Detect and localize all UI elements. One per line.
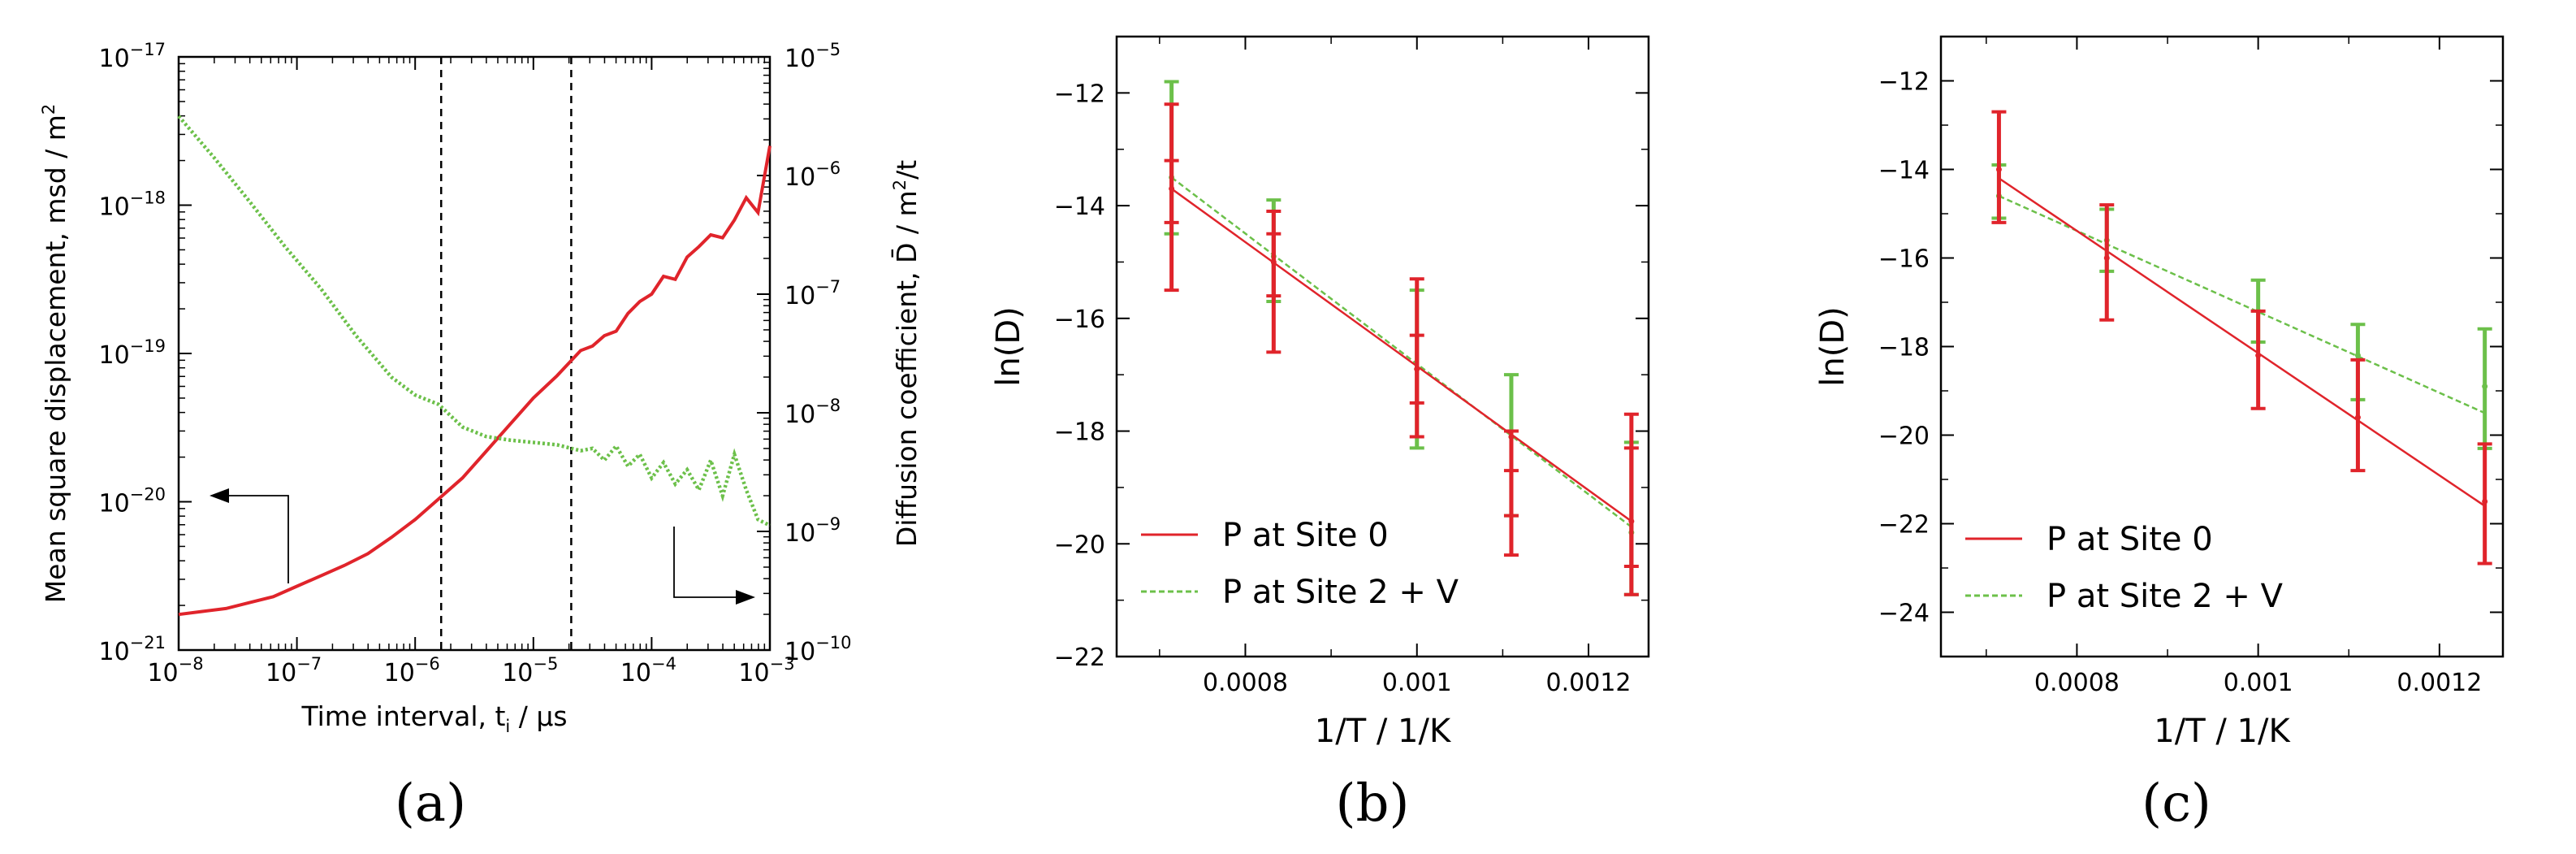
y-tick-label: −16 [1878,245,1930,274]
y-tick-label: −18 [1054,418,1105,447]
x-tick-label: 10−5 [502,654,558,687]
x-tick-label: 10−7 [266,654,322,687]
data-point [2482,384,2488,390]
data-point [1414,366,1420,372]
y-tick-label: −22 [1878,511,1930,540]
y-tick-label: −16 [1054,306,1105,334]
panel-label-b: (b) [1336,774,1410,834]
y-tick-label: −12 [1878,68,1930,97]
x-tick-label: 0.0008 [2034,669,2120,697]
y-tick-label: −22 [1054,644,1105,672]
y-axis-label: ln(D) [990,306,1027,386]
arrow-right-head [736,590,755,605]
y-tick-label: 10−18 [98,189,166,222]
plot-frame [1939,35,2505,658]
fit-line [1998,177,2486,507]
y-tick-label: −20 [1054,531,1105,559]
x-axis-label: 1/T / 1/K [1315,713,1452,750]
y-tick-label: −20 [1878,423,1930,451]
data-point [2354,352,2361,358]
chart-a: 10−8 10−7 10−6 10−5 10−4 10−3 10−21 10−20 10−19 1… [39,40,923,736]
y2-tick-label: 10−10 [784,633,852,666]
fit-line [1170,176,1632,528]
panel-label-c: (c) [2142,774,2211,834]
x-tick-label: 0.001 [2224,669,2293,697]
y2-tick-label: 10−7 [784,277,841,310]
y2-tick-label: 10−6 [784,158,841,192]
arrow-right-to-D-axis [673,527,743,598]
y2-tick-label: 10−9 [784,514,841,548]
legend-label: P at Site 0 [2047,521,2213,558]
y-tick-label: 10−21 [98,633,166,666]
data-point [1995,167,2002,172]
x-tick-label: 0.001 [1382,669,1452,697]
fit-line [1170,188,1632,522]
x-tick-label: 10−8 [147,654,203,687]
panel-label-a: (a) [395,774,466,834]
y-tick-label: −12 [1054,80,1105,108]
data-point [1169,185,1175,192]
legend-label: P at Site 2 + V [1222,574,1459,611]
arrow-left-to-msd-axis [221,495,289,583]
data-point [2255,352,2262,358]
x-tick-label: 0.0012 [2397,669,2482,697]
data-point [1270,258,1277,265]
y-tick-label: −24 [1878,600,1930,628]
x-tick-label: 0.0008 [1203,669,1288,697]
data-point [1628,518,1635,525]
y-tick-label: 10−20 [98,485,166,518]
series-line-D [177,115,772,527]
x-tick-label: 10−4 [620,654,676,687]
chart-c: 0.0008 0.001 0.0012 −24 −22 −20 −18 −16 −14 −12 P … [1814,35,2505,750]
y-axis-label: ln(D) [1814,306,1852,386]
legend-label: P at Site 2 + V [2047,578,2284,615]
y-tick-label: −14 [1878,157,1930,185]
arrow-left-head [210,488,229,503]
plot-frame [1115,35,1650,658]
x-tick-label: 10−6 [384,654,440,687]
y2-tick-label: 10−5 [784,40,841,73]
y-axis-label: Mean square displacement, msd / m2 [39,104,71,604]
legend-label: P at Site 0 [1222,517,1389,554]
plot-frame [177,55,772,652]
x-tick-label: 10−3 [738,654,794,687]
y-tick-label: −18 [1878,334,1930,362]
data-point [2354,414,2361,421]
x-axis-label: Time interval, ti / µs [300,700,567,736]
y-tick-label: −14 [1054,193,1105,221]
y2-tick-label: 10−8 [784,396,841,429]
data-point [2103,255,2110,261]
data-point [1508,433,1515,440]
chart-b: 0.0008 0.001 0.0012 −22 −20 −18 −16 −14 −12 P at … [990,35,1650,750]
x-axis-label: 1/T / 1/K [2154,713,2291,750]
y2-axis-label: Diffusion coefficient, D̄ / m2/t [890,160,923,547]
y-tick-label: 10−17 [98,40,166,73]
data-point [2482,498,2488,505]
x-tick-label: 0.0012 [1546,669,1632,697]
series-line-msd [178,145,772,617]
y-tick-label: 10−19 [98,336,166,370]
